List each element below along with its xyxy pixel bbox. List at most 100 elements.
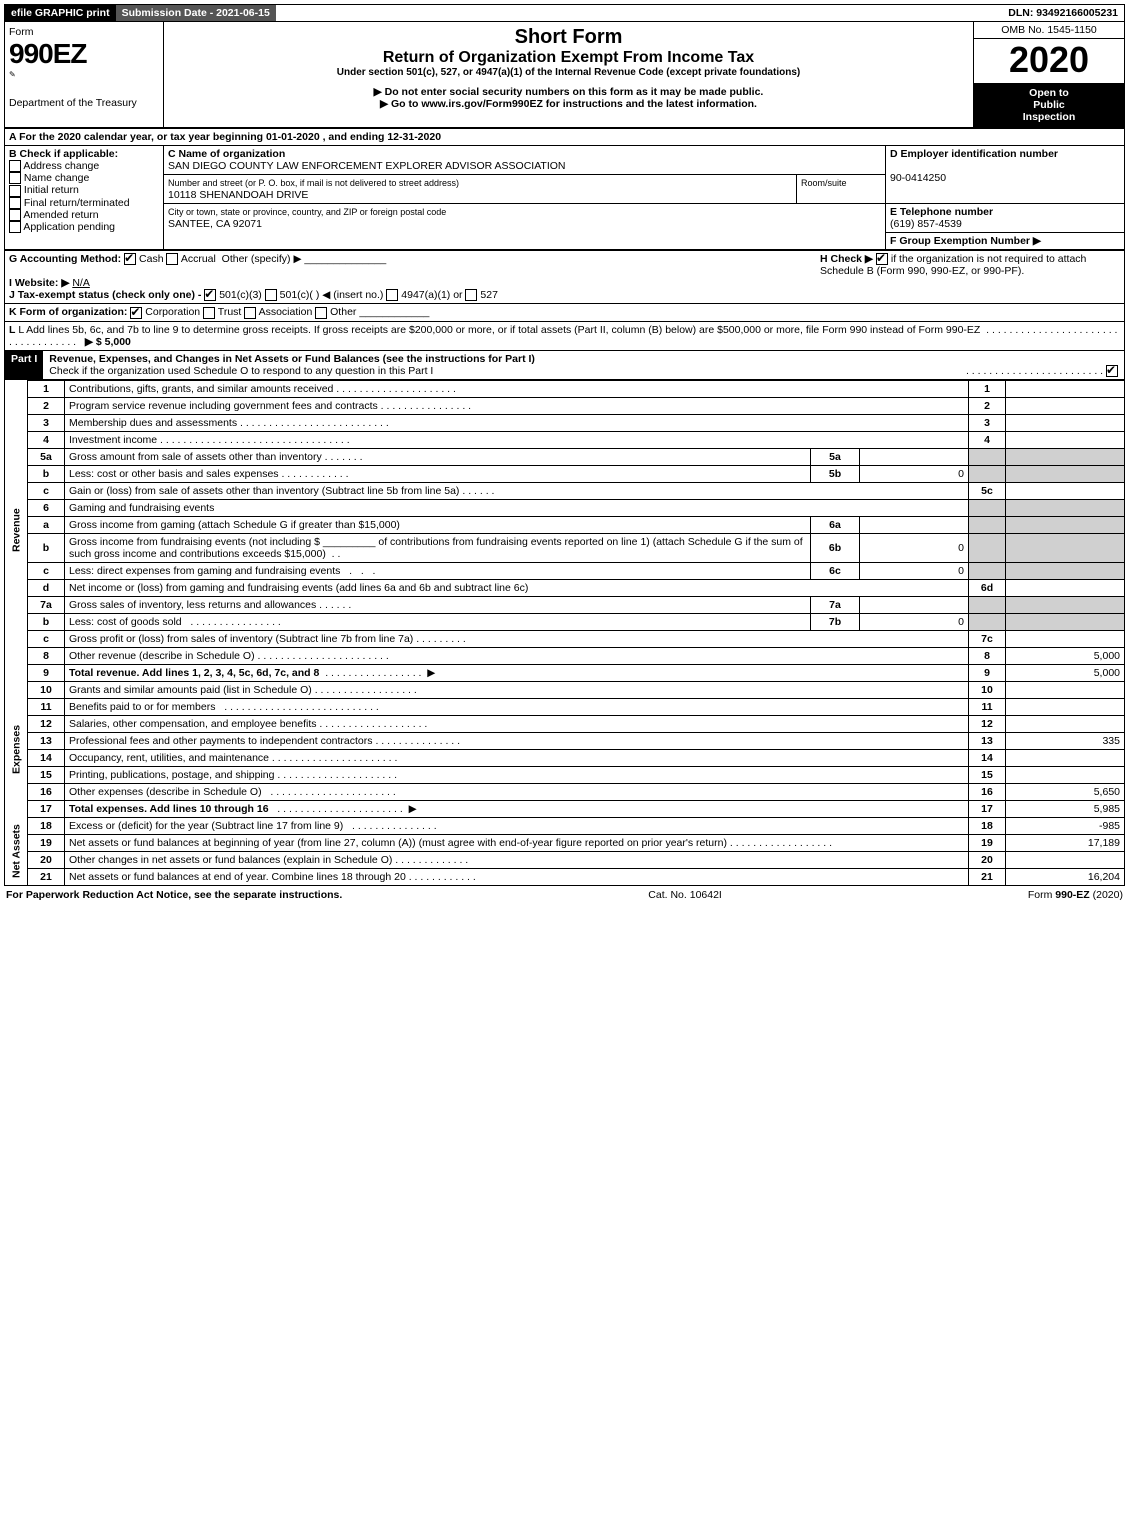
line-4-amt [1006,431,1125,448]
checkbox-final-return[interactable] [9,197,21,209]
line-4-desc: Investment income [69,434,157,446]
city-label: City or town, state or province, country… [168,207,446,217]
city-value: SANTEE, CA 92071 [168,218,262,230]
line-21-amt: 16,204 [1006,868,1125,885]
line-18-amt: -985 [1006,817,1125,834]
opt-application-pending: Application pending [23,221,115,233]
checkbox-address-change[interactable] [9,160,21,172]
efile-print-button[interactable]: efile GRAPHIC print [5,5,116,21]
opt-501c: 501(c)( ) ◀ (insert no.) [280,289,384,301]
open-public-box: Open to Public Inspection [974,83,1124,127]
line-3-ref: 3 [969,414,1006,431]
line-8-num: 8 [28,647,65,664]
opt-name-change: Name change [24,172,89,184]
opt-association: Association [259,306,313,318]
line-8-ref: 8 [969,647,1006,664]
part1-check-text: Check if the organization used Schedule … [49,365,433,377]
checkbox-501c[interactable] [265,289,277,301]
opt-other-specify: Other (specify) ▶ [222,253,302,265]
checkbox-application-pending[interactable] [9,221,21,233]
line-8-amt: 5,000 [1006,647,1125,664]
line-19-ref: 19 [969,834,1006,851]
line-10-ref: 10 [969,681,1006,698]
opt-amended-return: Amended return [23,209,98,221]
line-6-greyamt [1006,499,1125,516]
line-6b-grey [969,533,1006,562]
line-20-desc: Other changes in net assets or fund bala… [69,854,392,866]
street-label: Number and street (or P. O. box, if mail… [168,178,459,188]
line-5a-num: 5a [28,448,65,465]
line-6-grey [969,499,1006,516]
line-17-num: 17 [28,800,65,817]
line-6c-box: 6c [811,562,860,579]
line-5a-grey [969,448,1006,465]
opt-501c3: 501(c)(3) [219,289,262,301]
footer-mid: Cat. No. 10642I [648,889,722,901]
line-18-ref: 18 [969,817,1006,834]
checkbox-other-org[interactable] [315,307,327,319]
opt-accrual: Accrual [181,253,216,265]
g-label: G Accounting Method: [9,253,121,265]
checkbox-cash[interactable] [124,253,136,265]
line-18-num: 18 [28,817,65,834]
line-5a-greyamt [1006,448,1125,465]
short-form-title: Short Form [168,26,969,49]
line-19-num: 19 [28,834,65,851]
opt-initial-return: Initial return [24,184,79,196]
line-7a-box: 7a [811,596,860,613]
side-expenses: Expenses [5,681,28,817]
checkbox-part1-scho[interactable] [1106,365,1118,377]
checkbox-initial-return[interactable] [9,185,21,197]
opt-corporation: Corporation [145,306,200,318]
line-7b-grey [969,613,1006,630]
line-20-num: 20 [28,851,65,868]
line-10-amt [1006,681,1125,698]
e-label: E Telephone number [890,206,993,218]
line-7a-subamt [860,596,969,613]
ein-value: 90-0414250 [890,172,946,184]
checkbox-amended-return[interactable] [9,209,21,221]
checkbox-501c3[interactable] [204,289,216,301]
line-2-desc: Program service revenue including govern… [69,400,378,412]
submission-date-label: Submission Date - 2021-06-15 [116,5,276,21]
k-label: K Form of organization: [9,306,127,318]
room-label: Room/suite [801,178,847,188]
goto-link[interactable]: ▶ Go to www.irs.gov/Form990EZ for instru… [168,98,969,110]
accounting-section: G Accounting Method: Cash Accrual Other … [4,250,1125,351]
checkbox-name-change[interactable] [9,172,21,184]
line-7b-subamt: 0 [860,613,969,630]
phone-value: (619) 857-4539 [890,218,962,230]
checkbox-527[interactable] [465,289,477,301]
line-5b-box: 5b [811,465,860,482]
page-footer: For Paperwork Reduction Act Notice, see … [4,886,1125,904]
line-20-amt [1006,851,1125,868]
line-a: A For the 2020 calendar year, or tax yea… [5,129,1125,146]
line-11-amt [1006,698,1125,715]
h-label: H Check ▶ [820,253,873,265]
line-6d-num: d [28,579,65,596]
line-7a-grey [969,596,1006,613]
line-11-desc: Benefits paid to or for members [69,701,215,713]
line-6a-greyamt [1006,516,1125,533]
opt-4947: 4947(a)(1) or [401,289,462,301]
checkbox-trust[interactable] [203,307,215,319]
line-7b-greyamt [1006,613,1125,630]
line-12-desc: Salaries, other compensation, and employ… [69,718,316,730]
line-8-desc: Other revenue (describe in Schedule O) [69,650,255,662]
line-7c-ref: 7c [969,630,1006,647]
line-14-desc: Occupancy, rent, utilities, and maintena… [69,752,269,764]
checkbox-corp[interactable] [130,307,142,319]
checkbox-h[interactable] [876,253,888,265]
b-label: B Check if applicable: [9,148,118,160]
side-netassets: Net Assets [5,817,28,885]
line-15-desc: Printing, publications, postage, and shi… [69,769,274,781]
checkbox-4947[interactable] [386,289,398,301]
line-6a-box: 6a [811,516,860,533]
line-20-ref: 20 [969,851,1006,868]
checkbox-assoc[interactable] [244,307,256,319]
checkbox-accrual[interactable] [166,253,178,265]
line-6c-greyamt [1006,562,1125,579]
line-4-ref: 4 [969,431,1006,448]
top-bar: efile GRAPHIC print Submission Date - 20… [4,4,1125,22]
opt-address-change: Address change [23,160,99,172]
